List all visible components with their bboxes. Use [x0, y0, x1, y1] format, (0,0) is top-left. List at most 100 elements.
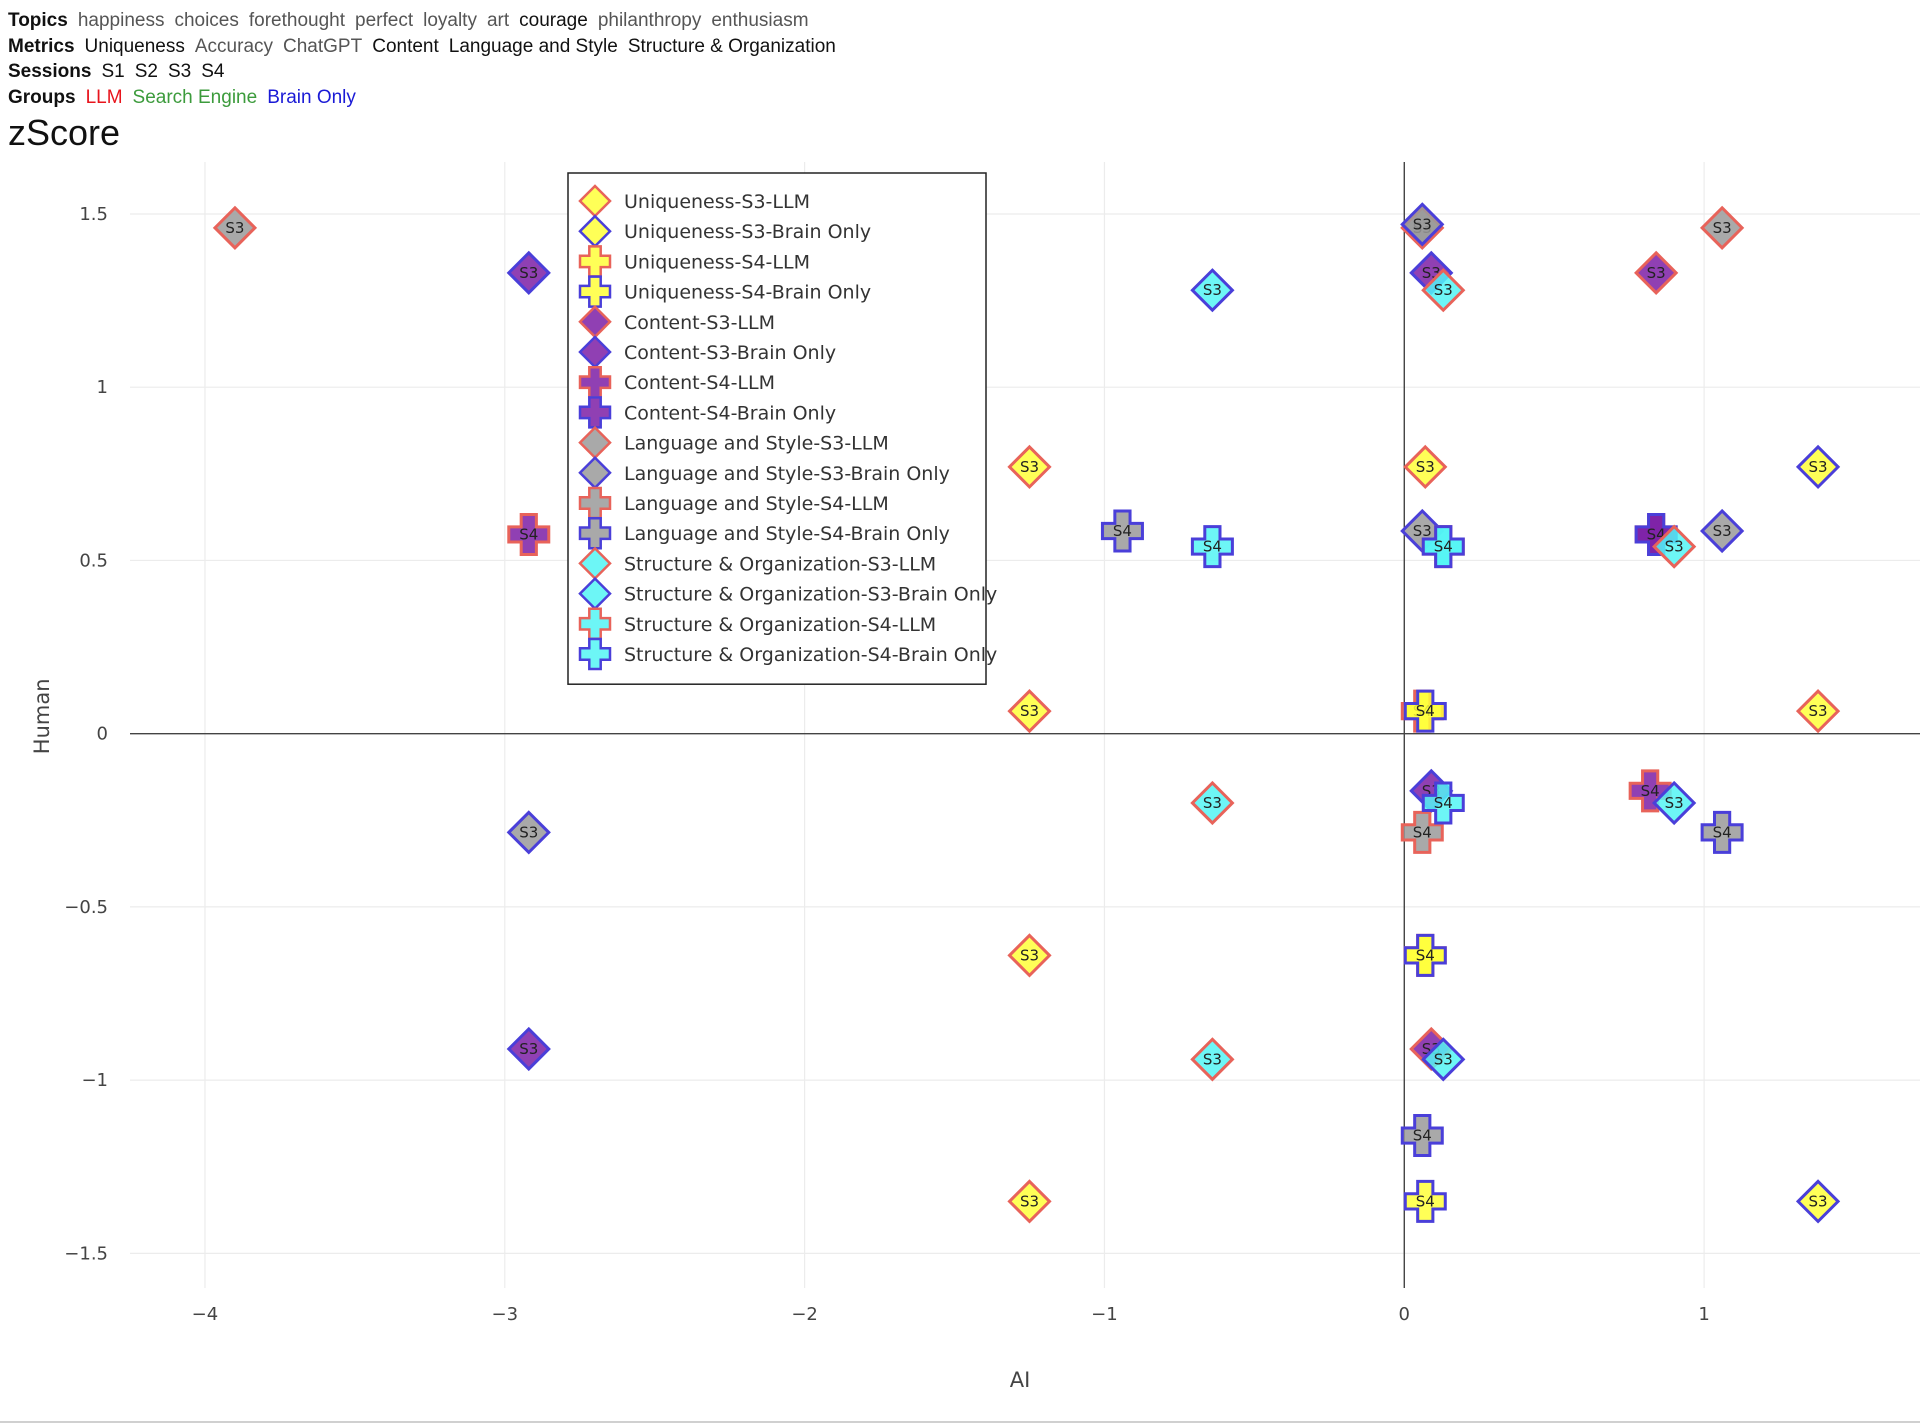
data-point[interactable]: S4 [507, 512, 551, 556]
data-point[interactable]: S3 [1652, 524, 1697, 569]
metrics-options: Uniqueness Accuracy ChatGPT Content Language… [85, 36, 846, 57]
data-point[interactable]: S3 [212, 205, 258, 250]
topics-option-courage[interactable]: courage [519, 10, 588, 31]
data-point[interactable]: S3 [1190, 1037, 1235, 1082]
x-tick-label: −2 [791, 1304, 818, 1325]
legend-item-structure-organization-s3-llm[interactable]: Structure & Organization-S3-LLM [578, 546, 936, 581]
data-point[interactable]: S3 [1007, 1179, 1052, 1224]
point-label: S4 [1434, 538, 1453, 556]
data-point[interactable]: S3 [506, 250, 551, 295]
point-label: S3 [1413, 215, 1432, 233]
diamond-marker [1190, 268, 1235, 313]
data-point[interactable]: S3 [506, 810, 551, 855]
sessions-filter-label: Sessions [8, 61, 92, 82]
data-point[interactable]: S3 [1007, 689, 1052, 734]
data-point[interactable]: S4 [1100, 509, 1144, 553]
data-point[interactable]: S3 [1634, 250, 1679, 295]
data-point[interactable]: S3 [1795, 689, 1841, 734]
data-point[interactable]: S3 [1190, 780, 1235, 826]
data-point[interactable]: S3 [1699, 508, 1745, 554]
data-point[interactable]: S3 [506, 1026, 551, 1072]
legend-item-content-s4-brain-only[interactable]: Content-S4-Brain Only [578, 396, 836, 429]
topics-option-happiness[interactable]: happiness [77, 10, 165, 31]
legend-item-uniqueness-s3-llm[interactable]: Uniqueness-S3-LLM [578, 184, 810, 218]
topics-option-enthusiasm[interactable]: enthusiasm [711, 10, 809, 31]
data-point[interactable]: S3 [1421, 1037, 1466, 1082]
point-label: S3 [1665, 794, 1684, 812]
sessions-option-s1[interactable]: S1 [101, 61, 125, 82]
legend-item-uniqueness-s4-brain-only[interactable]: Uniqueness-S4-Brain Only [578, 275, 871, 308]
data-point[interactable]: S4 [1190, 525, 1234, 569]
diamond-marker [1007, 1179, 1052, 1224]
diamond-marker [506, 250, 551, 295]
data-point[interactable]: S3 [1190, 268, 1235, 313]
sessions-option-s2[interactable]: S2 [134, 61, 158, 82]
legend-item-language-and-style-s4-brain-only[interactable]: Language and Style-S4-Brain Only [578, 516, 950, 550]
legend-label: Language and Style-S4-LLM [624, 493, 889, 515]
legend-item-language-and-style-s3-brain-only[interactable]: Language and Style-S3-Brain Only [578, 456, 950, 490]
groups-option-llm[interactable]: LLM [85, 86, 123, 108]
legend-item-structure-organization-s4-llm[interactable]: Structure & Organization-S4-LLM [578, 607, 936, 641]
topics-option-choices[interactable]: choices [174, 10, 239, 31]
data-point[interactable]: S3 [1403, 444, 1448, 490]
topics-option-perfect[interactable]: perfect [355, 10, 414, 31]
data-point[interactable]: S3 [1400, 202, 1445, 247]
diamond-marker [1699, 508, 1745, 554]
y-tick-label: 1.5 [79, 204, 108, 225]
legend-label: Language and Style-S3-LLM [624, 433, 889, 455]
cross-marker [1403, 933, 1447, 977]
data-point[interactable]: S4 [1400, 1114, 1444, 1158]
groups-option-search-engine[interactable]: Search Engine [132, 86, 258, 108]
data-point[interactable]: S4 [1403, 933, 1447, 977]
point-label: S4 [1416, 702, 1435, 720]
data-point[interactable]: S3 [1795, 1179, 1841, 1224]
point-label: S3 [1203, 281, 1222, 299]
groups-option-brain-only[interactable]: Brain Only [267, 86, 356, 108]
point-label: S3 [1434, 281, 1453, 299]
metrics-option-accuracy[interactable]: Accuracy [194, 35, 274, 57]
data-point[interactable]: S4 [1400, 810, 1444, 854]
data-point[interactable]: S4 [1628, 769, 1672, 813]
legend-item-language-and-style-s4-llm[interactable]: Language and Style-S4-LLM [578, 486, 889, 520]
point-label: S3 [1665, 538, 1684, 556]
data-point[interactable]: S3 [1007, 933, 1052, 978]
topics-option-forethought[interactable]: forethought [248, 10, 346, 31]
x-tick-label: 1 [1698, 1304, 1709, 1325]
metrics-option-content[interactable]: Content [372, 35, 439, 57]
y-axis-title: Human [30, 678, 54, 754]
topics-filter-row: Topics happiness choices forethought perfect… [8, 8, 846, 34]
legend-item-uniqueness-s3-brain-only[interactable]: Uniqueness-S3-Brain Only [578, 214, 871, 248]
x-tick-label: −4 [192, 1304, 219, 1325]
cross-marker [1421, 525, 1465, 569]
cross-marker [1700, 810, 1744, 854]
x-tick-label: −1 [1091, 1304, 1118, 1325]
series-content-s3-llm: S3 S3 [1409, 250, 1679, 1072]
metrics-option-structure-organization[interactable]: Structure & Organization [627, 35, 836, 57]
topics-option-philanthropy[interactable]: philanthropy [597, 10, 702, 31]
metrics-filter-row: Metrics Uniqueness Accuracy ChatGPT Content L… [8, 34, 846, 60]
metrics-option-uniqueness[interactable]: Uniqueness [84, 35, 185, 57]
legend-item-content-s3-brain-only[interactable]: Content-S3-Brain Only [578, 335, 836, 369]
data-point[interactable]: S4 [1421, 525, 1465, 569]
data-point[interactable]: S4 [1403, 1179, 1447, 1223]
legend-item-structure-organization-s4-brain-only[interactable]: Structure & Organization-S4-Brain Only [578, 637, 997, 671]
data-point[interactable]: S4 [1421, 781, 1465, 825]
data-point[interactable]: S3 [1652, 780, 1697, 826]
metrics-option-chatgpt[interactable]: ChatGPT [283, 35, 363, 57]
diamond-marker [1699, 205, 1745, 250]
legend-item-structure-organization-s3-brain-only[interactable]: Structure & Organization-S3-Brain Only [578, 576, 997, 611]
data-point[interactable]: S4 [1403, 689, 1447, 733]
data-point[interactable]: S3 [1421, 268, 1466, 313]
legend-item-language-and-style-s3-llm[interactable]: Language and Style-S3-LLM [578, 425, 889, 460]
data-point[interactable]: S4 [1700, 810, 1744, 854]
data-point[interactable]: S3 [1699, 205, 1745, 250]
data-point[interactable]: S3 [1007, 444, 1052, 490]
legend-label: Uniqueness-S4-Brain Only [624, 282, 871, 304]
topics-option-art[interactable]: art [486, 10, 510, 31]
data-point[interactable]: S3 [1795, 444, 1841, 490]
metrics-option-language-and-style[interactable]: Language and Style [448, 35, 618, 57]
sessions-option-s4[interactable]: S4 [201, 61, 225, 82]
sessions-option-s3[interactable]: S3 [167, 61, 192, 82]
topics-option-loyalty[interactable]: loyalty [423, 10, 477, 31]
